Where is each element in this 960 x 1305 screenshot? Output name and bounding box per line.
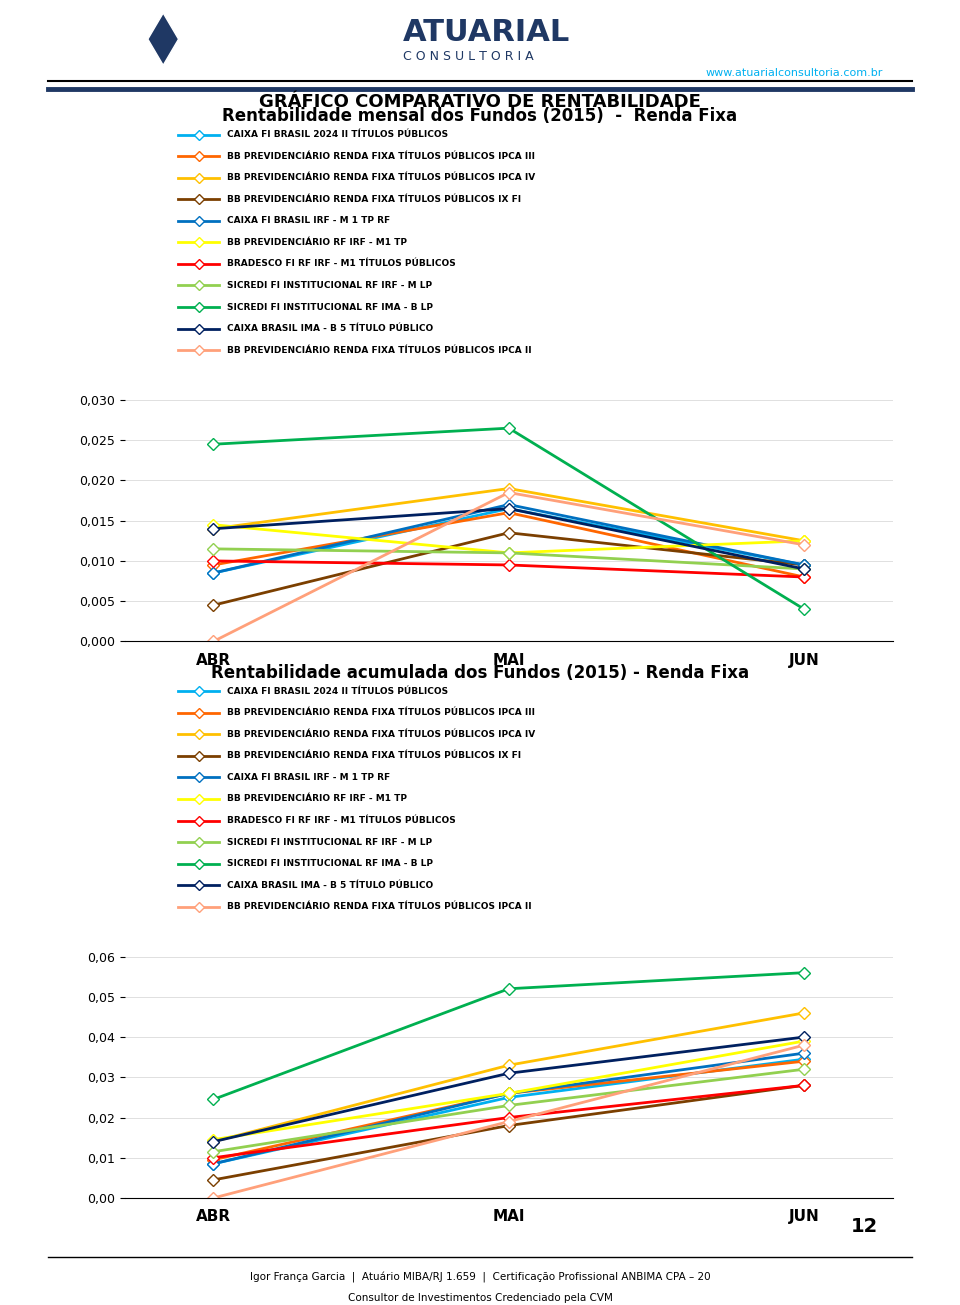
Text: BB PREVIDENCIÁRIO RENDA FIXA TÍTULOS PÚBLICOS IPCA II: BB PREVIDENCIÁRIO RENDA FIXA TÍTULOS PÚB… [227, 902, 532, 911]
Text: BB PREVIDENCIÁRIO RENDA FIXA TÍTULOS PÚBLICOS IX FI: BB PREVIDENCIÁRIO RENDA FIXA TÍTULOS PÚB… [227, 194, 521, 204]
Text: BB PREVIDENCIÁRIO RENDA FIXA TÍTULOS PÚBLICOS IPCA III: BB PREVIDENCIÁRIO RENDA FIXA TÍTULOS PÚB… [227, 709, 535, 718]
Text: BB PREVIDENCIÁRIO RF IRF - M1 TP: BB PREVIDENCIÁRIO RF IRF - M1 TP [227, 238, 407, 247]
Text: SICREDI FI INSTITUCIONAL RF IRF - M LP: SICREDI FI INSTITUCIONAL RF IRF - M LP [227, 838, 432, 847]
Text: C O N S U L T O R I A: C O N S U L T O R I A [403, 50, 534, 63]
Text: Consultor de Investimentos Credenciado pela CVM: Consultor de Investimentos Credenciado p… [348, 1293, 612, 1304]
Text: CAIXA BRASIL IMA - B 5 TÍTULO PÚBLICO: CAIXA BRASIL IMA - B 5 TÍTULO PÚBLICO [227, 881, 433, 890]
Text: BB PREVIDENCIÁRIO RENDA FIXA TÍTULOS PÚBLICOS IPCA II: BB PREVIDENCIÁRIO RENDA FIXA TÍTULOS PÚB… [227, 346, 532, 355]
Text: SICREDI FI INSTITUCIONAL RF IMA - B LP: SICREDI FI INSTITUCIONAL RF IMA - B LP [227, 303, 433, 312]
Text: CAIXA FI BRASIL IRF - M 1 TP RF: CAIXA FI BRASIL IRF - M 1 TP RF [227, 773, 390, 782]
Text: Rentabilidade mensal dos Fundos (2015)  -  Renda Fixa: Rentabilidade mensal dos Fundos (2015) -… [223, 107, 737, 125]
Text: 12: 12 [851, 1218, 877, 1236]
Text: BB PREVIDENCIÁRIO RENDA FIXA TÍTULOS PÚBLICOS IPCA III: BB PREVIDENCIÁRIO RENDA FIXA TÍTULOS PÚB… [227, 151, 535, 161]
Text: CAIXA FI BRASIL 2024 II TÍTULOS PÚBLICOS: CAIXA FI BRASIL 2024 II TÍTULOS PÚBLICOS [227, 686, 448, 696]
Text: SICREDI FI INSTITUCIONAL RF IMA - B LP: SICREDI FI INSTITUCIONAL RF IMA - B LP [227, 859, 433, 868]
Text: BRADESCO FI RF IRF - M1 TÍTULOS PÚBLICOS: BRADESCO FI RF IRF - M1 TÍTULOS PÚBLICOS [227, 816, 456, 825]
Text: ATUARIAL: ATUARIAL [403, 18, 570, 47]
Text: CAIXA FI BRASIL 2024 II TÍTULOS PÚBLICOS: CAIXA FI BRASIL 2024 II TÍTULOS PÚBLICOS [227, 130, 448, 140]
Text: CAIXA FI BRASIL IRF - M 1 TP RF: CAIXA FI BRASIL IRF - M 1 TP RF [227, 217, 390, 226]
Text: BB PREVIDENCIÁRIO RENDA FIXA TÍTULOS PÚBLICOS IPCA IV: BB PREVIDENCIÁRIO RENDA FIXA TÍTULOS PÚB… [227, 174, 535, 183]
Polygon shape [148, 13, 179, 65]
Text: BB PREVIDENCIÁRIO RENDA FIXA TÍTULOS PÚBLICOS IX FI: BB PREVIDENCIÁRIO RENDA FIXA TÍTULOS PÚB… [227, 752, 521, 761]
Text: Igor França Garcia  |  Atuário MIBA/RJ 1.659  |  Certificação Profissional ANBIM: Igor França Garcia | Atuário MIBA/RJ 1.6… [250, 1272, 710, 1283]
Text: GRÁFICO COMPARATIVO DE RENTABILIDADE: GRÁFICO COMPARATIVO DE RENTABILIDADE [259, 93, 701, 111]
Text: BRADESCO FI RF IRF - M1 TÍTULOS PÚBLICOS: BRADESCO FI RF IRF - M1 TÍTULOS PÚBLICOS [227, 260, 456, 269]
Text: SICREDI FI INSTITUCIONAL RF IRF - M LP: SICREDI FI INSTITUCIONAL RF IRF - M LP [227, 281, 432, 290]
Text: www.atuarialconsultoria.com.br: www.atuarialconsultoria.com.br [706, 68, 883, 78]
Text: Rentabilidade acumulada dos Fundos (2015) - Renda Fixa: Rentabilidade acumulada dos Fundos (2015… [211, 664, 749, 681]
Text: BB PREVIDENCIÁRIO RENDA FIXA TÍTULOS PÚBLICOS IPCA IV: BB PREVIDENCIÁRIO RENDA FIXA TÍTULOS PÚB… [227, 729, 535, 739]
Text: BB PREVIDENCIÁRIO RF IRF - M1 TP: BB PREVIDENCIÁRIO RF IRF - M1 TP [227, 795, 407, 804]
Text: CAIXA BRASIL IMA - B 5 TÍTULO PÚBLICO: CAIXA BRASIL IMA - B 5 TÍTULO PÚBLICO [227, 324, 433, 333]
